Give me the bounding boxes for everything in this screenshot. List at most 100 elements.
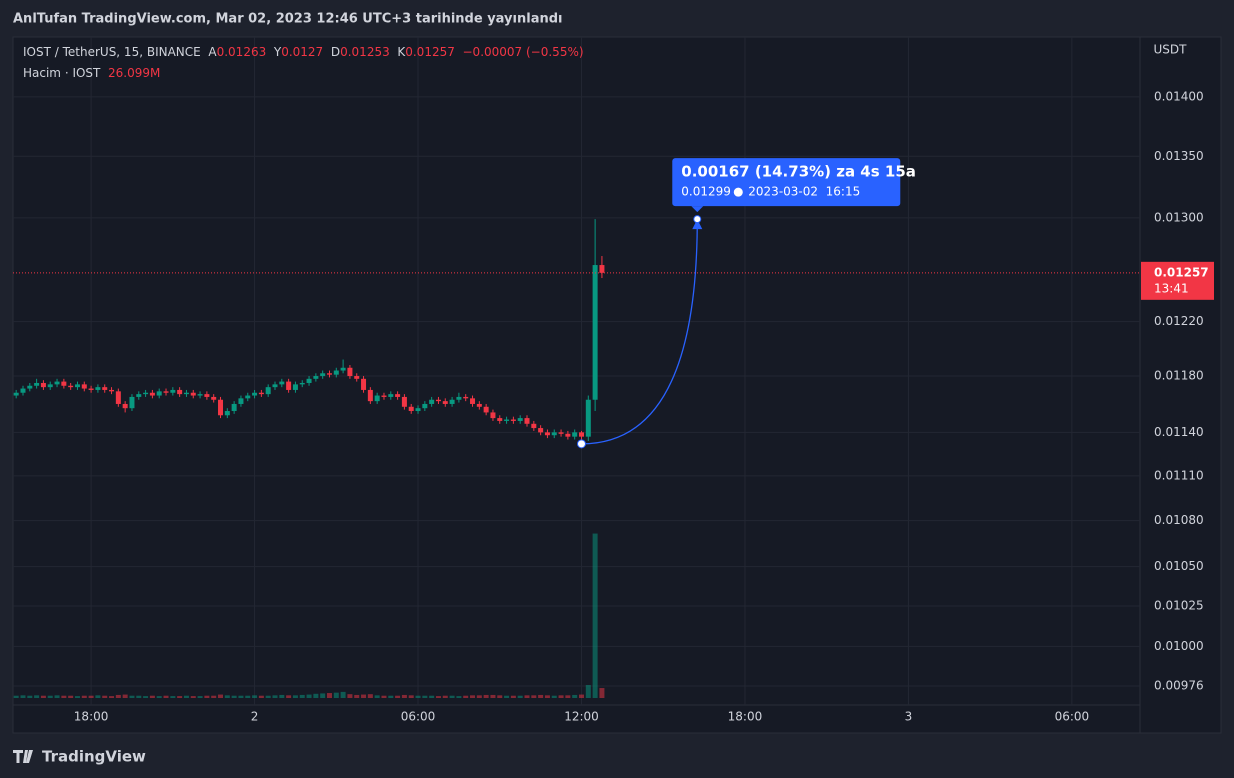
candle-body (88, 388, 94, 390)
x-tick-label: 2 (251, 710, 259, 724)
price-label-box (1141, 261, 1214, 300)
volume-bar (143, 696, 149, 698)
change: −0.00007 (−0.55%) (462, 45, 584, 59)
volume-bar (47, 695, 53, 698)
open-value: 0.01263 (216, 45, 267, 59)
volume-title: Hacim · IOST (23, 66, 101, 80)
candle-body (531, 423, 537, 429)
volume-bar (258, 695, 264, 698)
arrow-head (692, 219, 703, 230)
volume-bar (565, 695, 571, 698)
volume-bar (109, 696, 115, 698)
y-tick-label: 0.01140 (1154, 425, 1204, 439)
candle-body (544, 432, 550, 436)
volume-bar (361, 694, 367, 698)
volume-bar (286, 695, 292, 698)
clock-icon (733, 187, 743, 197)
volume-bar (40, 695, 46, 698)
volume-bar (190, 696, 196, 698)
volume-bar (292, 695, 298, 698)
candle-body (395, 394, 401, 397)
candle-body (449, 399, 455, 404)
candle-body (272, 384, 278, 388)
y-tick-label: 0.01000 (1154, 639, 1204, 653)
volume-bar (333, 692, 339, 698)
volume-bar (61, 695, 67, 698)
volume-bar (517, 695, 523, 698)
volume-bar (592, 533, 598, 698)
volume-bar (299, 694, 305, 698)
volume-bar (183, 695, 189, 698)
candle-body (476, 403, 482, 407)
candle-body (231, 403, 237, 412)
volume-bar (347, 694, 353, 698)
candle-body (265, 387, 271, 395)
volume-bar (74, 696, 80, 698)
volume-bar (435, 696, 441, 698)
candle-body (551, 432, 557, 436)
candle-body (61, 381, 67, 386)
candle-body (20, 388, 26, 393)
candle-body (299, 382, 305, 385)
high-value: 0.0127 (281, 45, 324, 59)
volume-bar (449, 695, 455, 698)
volume-legend: Hacim · IOST 26.099M (23, 66, 160, 80)
price-label: 0.01257 (1154, 265, 1209, 279)
volume-bar (585, 685, 591, 698)
candle-body (27, 385, 33, 389)
candle-body (149, 392, 155, 396)
candle-body (115, 391, 121, 404)
volume-bar (13, 695, 19, 698)
volume-bar (177, 696, 183, 698)
y-tick-label: 0.01050 (1154, 559, 1204, 573)
legend-label: A (208, 45, 217, 59)
candle-body (565, 433, 571, 437)
legend-label: D (330, 45, 341, 59)
candle-body (326, 373, 332, 375)
candle-body (463, 396, 469, 399)
annotation-box (672, 158, 901, 207)
volume-bar (326, 693, 332, 698)
volume-bar (211, 695, 217, 698)
volume-bar (136, 695, 142, 698)
volume-bar (429, 695, 435, 698)
candle-body (54, 381, 60, 385)
volume-bar (272, 695, 278, 698)
candle-body (306, 378, 312, 383)
y-tick-label: 0.01350 (1154, 149, 1204, 163)
candle-body (95, 387, 101, 390)
candle-body (408, 406, 414, 412)
candle-body (599, 265, 605, 273)
volume-bar (408, 695, 414, 698)
volume-bar (170, 696, 176, 698)
candle-body (177, 389, 183, 395)
candle-body (129, 396, 135, 409)
volume-bar (231, 695, 237, 698)
candle-body (40, 382, 46, 388)
volume-bar (245, 695, 251, 698)
volume-bar (34, 695, 40, 698)
candle-body (102, 387, 108, 390)
volume-bar (88, 695, 94, 698)
volume-bar (490, 694, 496, 698)
x-tick-label: 3 (905, 710, 913, 724)
candle-body (81, 384, 87, 389)
candle-body (361, 378, 367, 390)
candle-body (497, 418, 503, 421)
candle-body (143, 392, 149, 395)
grid (13, 37, 1140, 705)
volume-bar (483, 694, 489, 698)
logo (13, 750, 33, 763)
y-tick-label: 0.01025 (1154, 598, 1204, 612)
candle-body (252, 392, 258, 396)
candle-body (156, 391, 162, 396)
candle-body (572, 432, 578, 437)
volume-bar (306, 694, 312, 698)
candle-body (190, 392, 196, 396)
y-tick-label: 0.01220 (1154, 314, 1204, 328)
candle-body (429, 399, 435, 404)
volume-bar (204, 695, 210, 698)
candle-body (374, 395, 380, 402)
candle-body (292, 384, 298, 390)
